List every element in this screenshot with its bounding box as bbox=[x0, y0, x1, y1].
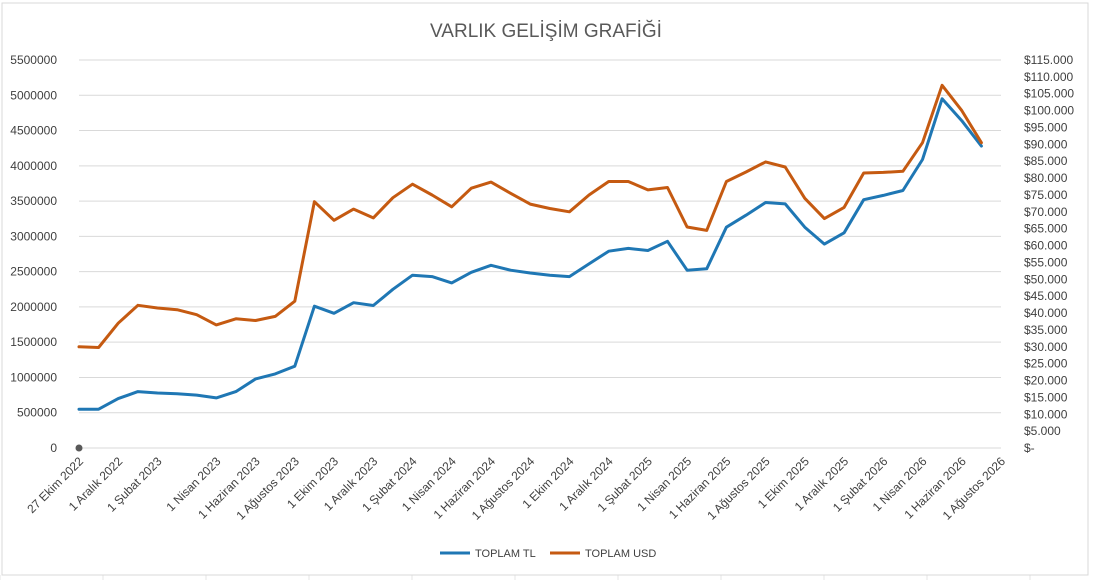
right-tick-label: $90.000 bbox=[1024, 137, 1068, 151]
left-tick-label: 4500000 bbox=[10, 124, 57, 138]
right-tick-label: $65.000 bbox=[1024, 222, 1068, 236]
right-tick-label: $45.000 bbox=[1024, 289, 1068, 303]
left-tick-label: 2000000 bbox=[10, 300, 57, 314]
left-tick-label: 1500000 bbox=[10, 335, 57, 349]
series-line-toplam-tl bbox=[77, 97, 983, 411]
left-axis-ticks: 0 500000 1000000 1500000 2000000 2500000 30000… bbox=[10, 53, 57, 455]
right-tick-label: $60.000 bbox=[1024, 239, 1068, 253]
left-tick-label: 3500000 bbox=[10, 194, 57, 208]
right-tick-label: $70.000 bbox=[1024, 205, 1068, 219]
left-tick-label: 2500000 bbox=[10, 265, 57, 279]
right-tick-label: $15.000 bbox=[1024, 390, 1068, 404]
origin-marker bbox=[75, 444, 83, 452]
right-tick-label: $50.000 bbox=[1024, 272, 1068, 286]
horizontal-gridlines bbox=[79, 59, 1001, 449]
left-tick-label: 5500000 bbox=[10, 53, 57, 67]
right-tick-label: $105.000 bbox=[1024, 87, 1074, 101]
right-tick-label: $55.000 bbox=[1024, 255, 1068, 269]
right-tick-label: $75.000 bbox=[1024, 188, 1068, 202]
left-tick-label: 4000000 bbox=[10, 159, 57, 173]
left-tick-label: 0 bbox=[50, 441, 57, 455]
right-tick-label: $20.000 bbox=[1024, 374, 1068, 388]
right-tick-label: $100.000 bbox=[1024, 104, 1074, 118]
right-tick-label: $5.000 bbox=[1024, 424, 1061, 438]
legend: TOPLAM TL TOPLAM USD bbox=[440, 548, 656, 560]
legend-item-toplam-usd: TOPLAM USD bbox=[550, 548, 656, 560]
series-lines bbox=[77, 83, 983, 411]
right-tick-label: $40.000 bbox=[1024, 306, 1068, 320]
right-tick-label: $35.000 bbox=[1024, 323, 1068, 337]
left-tick-label: 500000 bbox=[17, 406, 57, 420]
right-tick-label: $25.000 bbox=[1024, 357, 1068, 371]
series-line-toplam-usd bbox=[77, 83, 983, 349]
right-tick-label: $95.000 bbox=[1024, 120, 1068, 134]
left-tick-label: 1000000 bbox=[10, 370, 57, 384]
right-tick-label: $10.000 bbox=[1024, 407, 1068, 421]
legend-label: TOPLAM TL bbox=[475, 548, 536, 560]
right-tick-label: $80.000 bbox=[1024, 171, 1068, 185]
right-tick-label: $85.000 bbox=[1024, 154, 1068, 168]
chart-title: VARLIK GELİŞİM GRAFİĞİ bbox=[430, 20, 662, 42]
right-tick-label: $- bbox=[1024, 441, 1035, 455]
right-axis-ticks: $- $5.000 $10.000 $15.000 $20.000 $25.000 $30.… bbox=[1024, 53, 1074, 455]
right-tick-label: $30.000 bbox=[1024, 340, 1068, 354]
legend-label: TOPLAM USD bbox=[585, 548, 656, 560]
right-tick-label: $115.000 bbox=[1024, 53, 1073, 67]
left-tick-label: 3000000 bbox=[10, 229, 57, 243]
right-tick-label: $110.000 bbox=[1024, 70, 1073, 84]
left-tick-label: 5000000 bbox=[10, 88, 57, 102]
legend-item-toplam-tl: TOPLAM TL bbox=[440, 548, 536, 560]
